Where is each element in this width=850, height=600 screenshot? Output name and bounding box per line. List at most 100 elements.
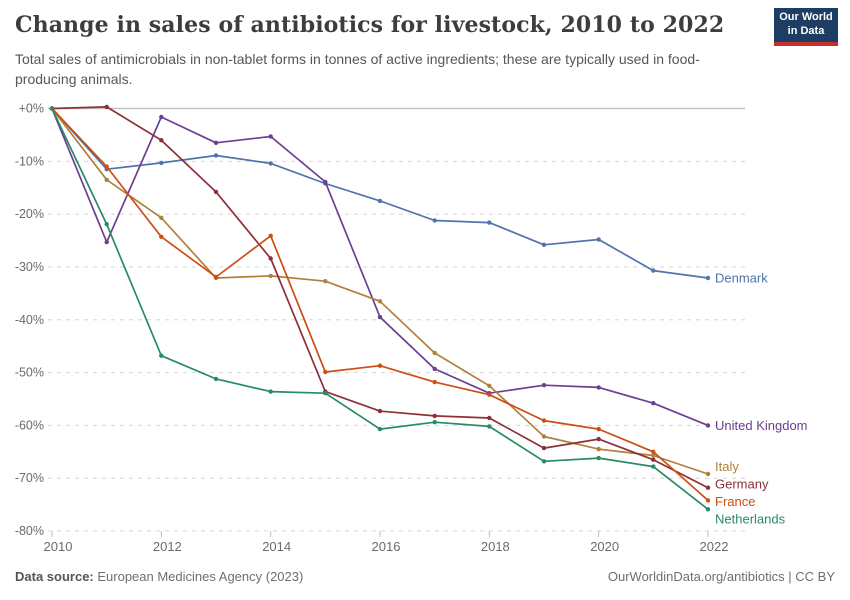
data-point-netherlands-2017[interactable] [432, 420, 437, 425]
data-point-france-2016[interactable] [377, 363, 383, 368]
y-axis-label: +0% [19, 102, 44, 116]
data-point-germany-2014[interactable] [268, 256, 273, 261]
data-point-italy-2016[interactable] [377, 299, 383, 304]
data-point-netherlands-2015[interactable] [323, 391, 328, 396]
data-point-italy-2020[interactable] [596, 446, 601, 452]
data-point-united-kingdom-2011[interactable] [104, 239, 109, 245]
data-point-italy-2022[interactable] [705, 471, 711, 477]
data-point-netherlands-2019[interactable] [541, 459, 547, 464]
owid-logo[interactable]: Our World in Data [774, 8, 838, 46]
x-axis-label: 2016 [372, 539, 401, 554]
x-axis-label: 2022 [700, 539, 729, 554]
data-point-france-2019[interactable] [541, 418, 547, 423]
data-point-netherlands-2010[interactable] [49, 106, 55, 111]
data-point-france-2015[interactable] [323, 369, 328, 375]
data-source-text: European Medicines Agency (2023) [93, 569, 304, 584]
data-point-netherlands-2018[interactable] [487, 424, 492, 429]
data-point-denmark-2014[interactable] [268, 161, 273, 166]
series-line-france[interactable] [51, 107, 709, 502]
data-point-italy-2015[interactable] [323, 279, 328, 284]
data-point-netherlands-2016[interactable] [377, 426, 383, 432]
x-axis-label: 2010 [44, 539, 73, 554]
data-point-france-2012[interactable] [159, 234, 164, 239]
data-point-united-kingdom-2017[interactable] [432, 366, 437, 372]
data-point-united-kingdom-2021[interactable] [651, 401, 656, 406]
y-axis-label: -60% [15, 418, 44, 432]
data-point-denmark-2017[interactable] [432, 218, 437, 223]
data-point-germany-2012[interactable] [159, 138, 164, 143]
data-point-germany-2020[interactable] [596, 436, 601, 442]
data-point-netherlands-2011[interactable] [104, 222, 109, 227]
data-point-germany-2013[interactable] [213, 189, 219, 195]
y-axis-label: -70% [15, 471, 44, 485]
data-point-france-2018[interactable] [487, 392, 492, 397]
data-point-united-kingdom-2013[interactable] [213, 140, 219, 145]
data-point-denmark-2020[interactable] [596, 237, 601, 242]
owid-logo-line1: Our World [779, 11, 833, 24]
data-point-denmark-2019[interactable] [541, 242, 547, 247]
data-point-netherlands-2013[interactable] [213, 376, 219, 382]
data-point-denmark-2012[interactable] [159, 160, 164, 166]
x-axis-label: 2020 [590, 539, 619, 554]
y-axis-label: -40% [15, 313, 44, 327]
attribution-link[interactable]: OurWorldinData.org/antibiotics | CC BY [607, 569, 835, 584]
y-axis-label: -10% [15, 154, 44, 168]
data-point-netherlands-2021[interactable] [651, 464, 656, 469]
x-axis-label: 2012 [153, 539, 182, 554]
data-point-denmark-2013[interactable] [213, 153, 219, 158]
data-point-italy-2019[interactable] [541, 434, 547, 439]
data-point-germany-2017[interactable] [432, 413, 437, 419]
data-point-france-2011[interactable] [104, 164, 109, 169]
data-source: Data source: European Medicines Agency (… [15, 569, 303, 584]
owid-logo-line2: in Data [787, 25, 825, 37]
data-point-france-2021[interactable] [651, 449, 656, 454]
series-label-denmark[interactable]: Denmark [715, 271, 768, 286]
data-point-united-kingdom-2016[interactable] [377, 314, 383, 320]
series-label-netherlands[interactable]: Netherlands [715, 512, 786, 527]
data-point-france-2013[interactable] [213, 274, 219, 280]
data-point-germany-2022[interactable] [705, 485, 711, 490]
series-line-netherlands[interactable] [51, 108, 709, 510]
series-label-italy[interactable]: Italy [715, 459, 739, 474]
data-point-italy-2012[interactable] [159, 215, 164, 220]
data-point-italy-2014[interactable] [268, 273, 273, 279]
data-point-denmark-2016[interactable] [377, 198, 383, 204]
data-point-italy-2017[interactable] [432, 350, 437, 356]
data-point-germany-2018[interactable] [487, 415, 492, 421]
chart-footer: Data source: European Medicines Agency (… [15, 569, 835, 584]
data-point-germany-2016[interactable] [377, 408, 383, 414]
data-point-italy-2021[interactable] [651, 453, 656, 458]
data-point-united-kingdom-2020[interactable] [596, 385, 601, 390]
y-axis-label: -20% [15, 207, 44, 221]
series-label-france[interactable]: France [715, 494, 755, 509]
data-point-denmark-2018[interactable] [487, 220, 492, 225]
data-point-united-kingdom-2019[interactable] [541, 383, 547, 388]
data-point-united-kingdom-2014[interactable] [268, 134, 273, 139]
x-axis-label: 2018 [481, 539, 510, 554]
chart-title: Change in sales of antibiotics for lives… [15, 12, 725, 38]
data-point-united-kingdom-2015[interactable] [323, 179, 328, 185]
data-point-france-2020[interactable] [596, 426, 601, 432]
data-point-germany-2019[interactable] [541, 445, 547, 451]
x-axis-label: 2014 [262, 539, 291, 554]
data-point-netherlands-2022[interactable] [705, 507, 711, 512]
data-point-united-kingdom-2022[interactable] [705, 423, 711, 428]
series-label-germany[interactable]: Germany [715, 477, 769, 492]
data-point-france-2014[interactable] [268, 233, 273, 238]
data-point-netherlands-2012[interactable] [159, 353, 164, 358]
data-point-denmark-2022[interactable] [705, 275, 711, 281]
y-axis-label: -80% [15, 524, 44, 538]
data-point-france-2022[interactable] [705, 498, 711, 503]
chart-header: Change in sales of antibiotics for lives… [15, 8, 838, 90]
data-point-netherlands-2020[interactable] [596, 455, 601, 461]
data-point-italy-2011[interactable] [104, 177, 109, 182]
data-point-germany-2021[interactable] [651, 457, 656, 462]
data-point-italy-2018[interactable] [487, 383, 492, 388]
data-point-germany-2011[interactable] [104, 104, 109, 110]
data-point-netherlands-2014[interactable] [268, 389, 273, 394]
data-point-denmark-2021[interactable] [651, 268, 656, 273]
series-label-united-kingdom[interactable]: United Kingdom [715, 418, 808, 433]
data-point-france-2017[interactable] [432, 379, 437, 385]
data-point-united-kingdom-2012[interactable] [159, 114, 164, 120]
